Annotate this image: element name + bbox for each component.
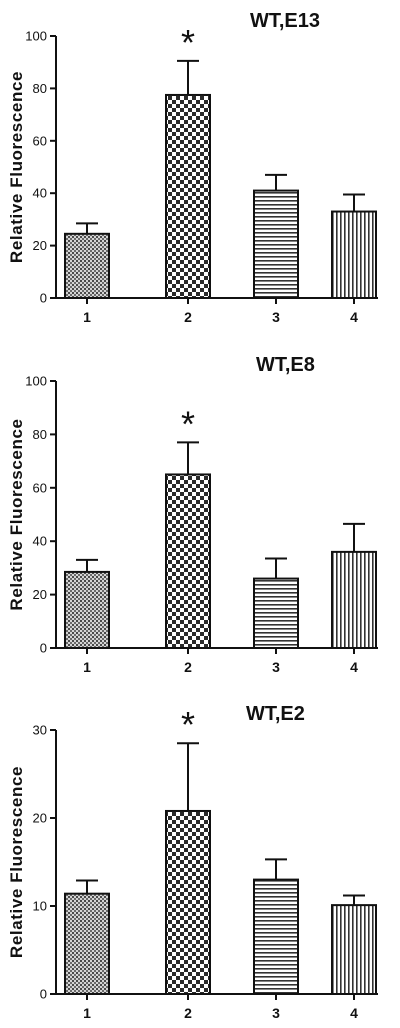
- y-tick-label: 20: [33, 238, 47, 253]
- x-tick-label: 4: [350, 309, 358, 325]
- y-tick-label: 0: [40, 987, 47, 1002]
- y-tick-label: 80: [33, 81, 47, 96]
- bar-4: [331, 210, 377, 299]
- y-tick-label: 80: [33, 427, 47, 442]
- x-tick-label: 1: [83, 1005, 91, 1021]
- y-axis-label: Relative Fluorescence: [7, 71, 26, 263]
- x-tick-label: 1: [83, 659, 91, 675]
- significance-marker: *: [181, 704, 195, 745]
- x-tick-label: 4: [350, 659, 358, 675]
- chart-title: WT,E2: [246, 703, 305, 725]
- bar-3: [253, 189, 299, 299]
- y-tick-label: 100: [25, 374, 47, 389]
- y-axis-label: Relative Fluorescence: [7, 418, 26, 610]
- bar-2: [165, 93, 211, 299]
- x-tick-label: 4: [350, 1005, 358, 1021]
- bar-2: [165, 473, 211, 650]
- x-tick-label: 3: [272, 659, 280, 675]
- bar-1: [64, 570, 110, 650]
- significance-marker: *: [181, 403, 195, 444]
- y-tick-label: 20: [33, 587, 47, 602]
- chart-panel-3: WT,E2 Relative Fluorescence 1 * 2 3 4 0 10 20 30: [7, 703, 378, 1021]
- bar-1: [64, 232, 110, 299]
- x-tick-label: 2: [184, 659, 192, 675]
- y-tick-label: 60: [33, 133, 47, 148]
- chart-title: WT,E8: [256, 354, 315, 376]
- x-tick-label: 2: [184, 309, 192, 325]
- x-tick-label: 1: [83, 309, 91, 325]
- bar-2: [165, 809, 211, 996]
- x-tick-label: 3: [272, 1005, 280, 1021]
- y-tick-label: 0: [40, 291, 47, 306]
- y-axis-label: Relative Fluorescence: [7, 766, 26, 958]
- y-tick-label: 30: [33, 723, 47, 738]
- bar-3: [253, 878, 299, 995]
- y-tick-label: 100: [25, 29, 47, 44]
- chart-title: WT,E13: [250, 10, 320, 32]
- y-tick-label: 40: [33, 534, 47, 549]
- bar-3: [253, 577, 299, 650]
- bar-4: [331, 550, 377, 650]
- y-tick-label: 60: [33, 480, 47, 495]
- x-tick-label: 3: [272, 309, 280, 325]
- y-tick-label: 0: [40, 641, 47, 656]
- y-tick-label: 20: [33, 811, 47, 826]
- significance-marker: *: [181, 22, 195, 63]
- bar-1: [64, 892, 110, 995]
- bar-4: [331, 904, 377, 995]
- y-tick-label: 40: [33, 186, 47, 201]
- x-tick-label: 2: [184, 1005, 192, 1021]
- y-tick-label: 10: [33, 899, 47, 914]
